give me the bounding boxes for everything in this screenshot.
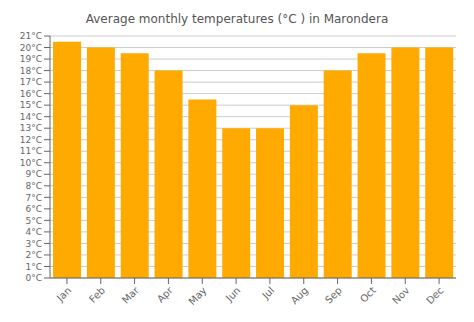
svg-text:Sep: Sep [323,285,344,306]
svg-text:Jan: Jan [54,285,73,304]
svg-text:Feb: Feb [87,285,107,305]
svg-text:Mar: Mar [120,284,142,306]
svg-text:7°C: 7°C [25,193,42,203]
svg-text:15°C: 15°C [20,100,42,110]
svg-text:Dec: Dec [424,285,445,306]
svg-text:10°C: 10°C [20,158,42,168]
svg-text:Jul: Jul [259,285,276,302]
svg-text:20°C: 20°C [20,43,42,53]
svg-text:14°C: 14°C [20,112,42,122]
svg-text:Apr: Apr [155,284,176,305]
svg-text:21°C: 21°C [20,31,42,41]
svg-text:19°C: 19°C [20,54,42,64]
svg-text:3°C: 3°C [25,239,42,249]
svg-text:0°C: 0°C [25,273,42,283]
svg-text:Aug: Aug [289,285,311,307]
svg-text:2°C: 2°C [25,250,42,260]
svg-text:11°C: 11°C [20,146,42,156]
svg-text:6°C: 6°C [25,204,42,214]
svg-text:4°C: 4°C [25,227,42,237]
svg-text:13°C: 13°C [20,123,42,133]
svg-text:8°C: 8°C [25,181,42,191]
svg-text:9°C: 9°C [25,169,42,179]
svg-text:17°C: 17°C [20,77,42,87]
svg-text:May: May [186,285,208,307]
svg-text:16°C: 16°C [20,89,42,99]
svg-text:Nov: Nov [390,285,412,307]
svg-text:12°C: 12°C [20,135,42,145]
svg-text:Oct: Oct [358,285,378,305]
svg-text:5°C: 5°C [25,216,42,226]
html-text:Average monthly temperatures (: Average monthly temperatures (°C ) in Ma… [85,12,389,26]
svg-text:1°C: 1°C [25,262,42,272]
svg-text:18°C: 18°C [20,66,42,76]
svg-text:Jun: Jun [223,285,243,305]
